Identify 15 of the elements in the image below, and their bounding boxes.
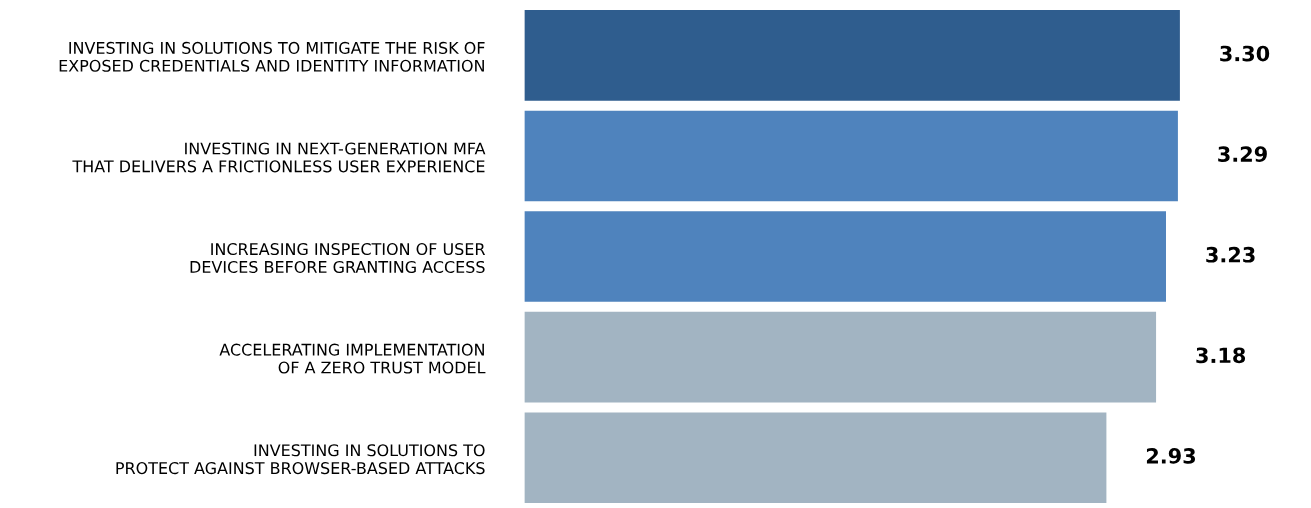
y-tick-label: INVESTING IN NEXT-GENERATION MFA THAT DELIVERS A FRICTIONLESS USER EXPERIENCE: [72, 142, 486, 173]
bar: [524, 211, 1166, 302]
bar: [524, 412, 1107, 503]
y-tick-label: INVESTING IN SOLUTIONS TO PROTECT AGAINST BROWSER-BASED ATTACKS: [116, 444, 485, 475]
data-label: 2.93: [1146, 447, 1196, 464]
bar: [524, 10, 1180, 101]
data-label: 3.23: [1206, 246, 1255, 263]
bar: [524, 110, 1178, 202]
y-tick-label: INCREASING INSPECTION OF USER DEVICES BEFORE GRANTING ACCESS: [190, 243, 486, 273]
data-label: 3.30: [1220, 45, 1270, 62]
y-tick-label: INVESTING IN SOLUTIONS TO MITIGATE THE RISK OF EXPOSED CREDENTIALS AND IDENTITY INFORMATION: [59, 41, 485, 72]
data-label: 3.18: [1196, 347, 1246, 364]
data-label: 3.29: [1218, 146, 1267, 162]
y-tick-label: ACCELERATING IMPLEMENTATION OF A ZERO TRUST MODEL: [219, 343, 486, 374]
bar: [524, 311, 1157, 403]
